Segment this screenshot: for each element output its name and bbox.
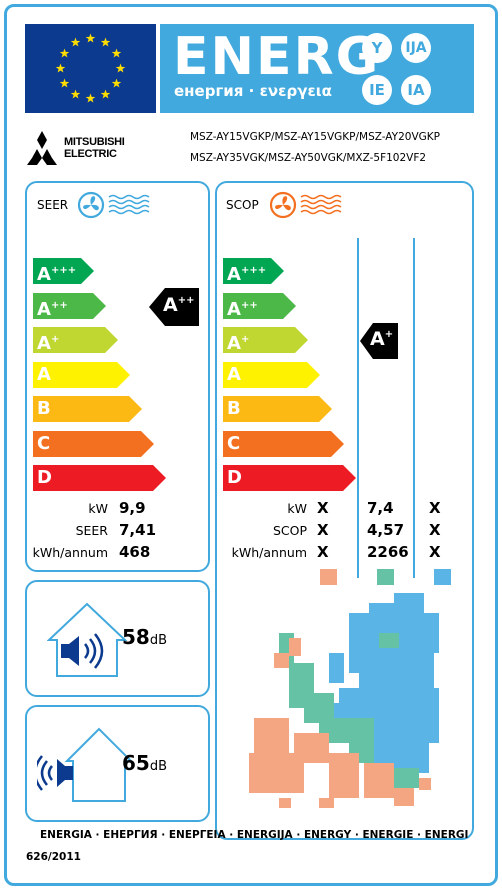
eu-star-icon [111, 78, 122, 88]
eu-star-icon [115, 63, 126, 73]
heating-scale-bar: D [223, 465, 357, 491]
heating-scale-label: A [227, 363, 241, 385]
heating-scale-bar: A [223, 361, 321, 388]
heating-panel: SCOP A+++ A++ A+ A B C D A+ kW SCOP kWh/annum … [215, 181, 474, 840]
heating-scale-bar: A+ [223, 327, 309, 354]
energy-subtitle: енергия · ενεργεια [174, 82, 332, 100]
heating-scale-bar: A++ [223, 292, 297, 320]
heating-scale-label: A+ [227, 333, 250, 354]
cooling-rating-arrow: A++ [149, 288, 199, 330]
heating-rating-label: A+ [370, 328, 394, 350]
eu-flag [25, 24, 156, 113]
heating-rating-arrow: A+ [360, 323, 398, 363]
heating-warmer-kw: X [429, 499, 441, 517]
eu-star-icon [85, 33, 96, 43]
cooling-scale-bar: C [33, 430, 155, 457]
indoor-noise-panel: 58dB [25, 580, 210, 697]
heating-scale-label: D [227, 467, 242, 488]
heating-colder-annual: X [317, 543, 329, 561]
cooling-scale-label: D [37, 467, 52, 488]
eu-star-icon [59, 78, 70, 88]
colder-climate-swatch [320, 569, 337, 585]
cooling-scale-bar: B [33, 396, 143, 422]
heating-scale-label: A+++ [227, 264, 267, 285]
cooling-kw-key: kW [88, 501, 108, 516]
cooling-seer-key: SEER [75, 523, 108, 538]
eu-star-icon [55, 63, 66, 73]
heating-colder-scop: X [317, 521, 329, 539]
cooling-scale-label: A+ [37, 333, 60, 354]
cooling-annual-key: kWh/annum [32, 545, 108, 560]
heating-scale-bar: B [223, 396, 333, 422]
eu-star-icon [70, 89, 81, 99]
cooling-scale-bar: A+++ [33, 258, 95, 285]
heating-scop-key: SCOP [272, 523, 307, 538]
heating-title: SCOP [226, 198, 259, 212]
indoor-noise-value: 58dB [122, 625, 168, 649]
footer-languages: ENERGIA · ЕНЕРГИЯ · ΕΝΕΡΓΕΙΑ · ENERGIJA … [40, 829, 469, 841]
brand-name-line1: MITSUBISHI [64, 136, 125, 148]
heating-warmer-scop: X [429, 521, 441, 539]
cooling-scale-label: A+++ [37, 264, 77, 285]
heating-colder-kw: X [317, 499, 329, 517]
lang-code-ia: IA [401, 75, 431, 105]
heating-scale-label: B [227, 398, 241, 419]
cooling-scale-label: A [37, 363, 51, 385]
eu-star-icon [100, 89, 111, 99]
model-line-1: MSZ-AY15VGKP/MSZ-AY15VGKP/MSZ-AY20VGKP [190, 131, 440, 143]
warmer-climate-swatch [434, 569, 451, 585]
energy-title: ENERG [173, 27, 381, 87]
brand-name-line2: ELECTRIC [64, 148, 117, 160]
fan-cooling-icon [77, 191, 150, 219]
heating-scale-bar: C [223, 430, 345, 457]
heating-average-annual: 2266 [367, 543, 409, 561]
brand-logo: MITSUBISHI ELECTRIC [24, 130, 144, 170]
lang-code-y: Y [362, 33, 392, 63]
cooling-annual-value: 468 [119, 543, 151, 561]
outdoor-speaker-icon [37, 727, 132, 802]
cooling-kw-value: 9,9 [119, 499, 146, 517]
cooling-scale-label: C [37, 432, 51, 454]
cooling-scale-bar: A+ [33, 327, 119, 354]
model-line-2: MSZ-AY35VGK/MSZ-AY50VGK/MXZ-5F102VF2 [190, 152, 427, 164]
lang-code-ie: IE [362, 75, 392, 105]
heating-column-divider-2 [413, 238, 415, 578]
heating-column-divider-1 [357, 238, 359, 578]
indoor-speaker-icon [47, 602, 127, 677]
heating-average-scop: 4,57 [367, 521, 405, 539]
cooling-scale-bar: D [33, 465, 167, 491]
europe-climate-map [249, 593, 439, 808]
eu-star-icon [59, 48, 70, 58]
outdoor-noise-value: 65dB [122, 751, 168, 775]
cooling-scale-bar: A [33, 361, 131, 388]
heating-scale-label: A++ [227, 298, 258, 320]
outdoor-noise-panel: 65dB [25, 705, 210, 822]
cooling-rating-label: A++ [163, 294, 195, 316]
energy-header: ENERG енергия · ενεργεια Y IJA IE IA [160, 24, 474, 113]
footer-regulation: 626/2011 [26, 851, 81, 863]
lang-code-ija: IJA [401, 33, 431, 63]
eu-star-icon [85, 93, 96, 103]
heating-average-kw: 7,4 [367, 499, 394, 517]
eu-star-icon [70, 37, 81, 47]
cooling-scale-label: B [37, 398, 51, 419]
heating-warmer-annual: X [429, 543, 441, 561]
eu-star-icon [100, 37, 111, 47]
cooling-scale-bar: A++ [33, 292, 107, 320]
eu-star-icon [111, 48, 122, 58]
cooling-panel: SEER A+++ A++ A+ A B C D A++ kW 9,9 SEER 7,41 … [25, 181, 210, 572]
cooling-scale-label: A++ [37, 298, 68, 320]
cooling-title: SEER [37, 198, 69, 212]
heating-scale-bar: A+++ [223, 258, 285, 285]
heating-annual-key: kWh/annum [231, 545, 307, 560]
heating-scale-label: C [227, 432, 241, 454]
cooling-seer-value: 7,41 [119, 521, 157, 539]
average-climate-swatch [377, 569, 394, 585]
fan-heating-icon [269, 191, 342, 219]
eu-stars-icon [55, 33, 126, 103]
mitsubishi-diamonds-icon [27, 131, 57, 165]
heating-kw-key: kW [287, 501, 307, 516]
